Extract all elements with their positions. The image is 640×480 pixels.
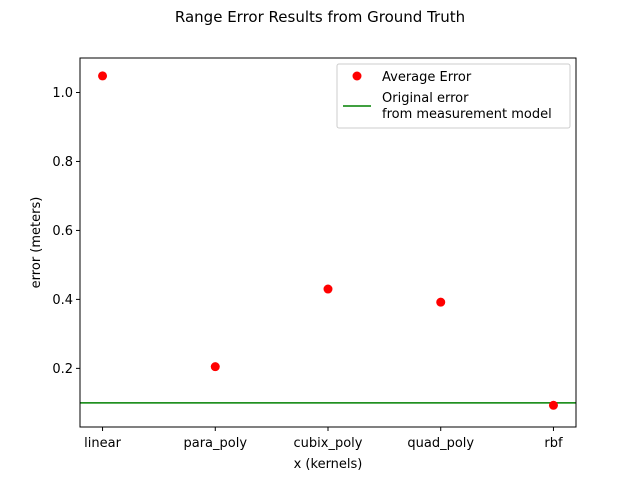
legend-box — [336, 63, 571, 129]
data-point-linear — [98, 71, 108, 81]
legend-marker-average-error — [352, 71, 362, 81]
x-tick-label-linear: linear — [84, 436, 121, 451]
y-tick-label: 0.4 — [52, 293, 73, 308]
y-tick-label: 1.0 — [52, 86, 73, 101]
y-tick-label: 0.6 — [52, 224, 73, 239]
legend-label-original-error-line2: from measurement model — [382, 107, 552, 122]
data-point-para-poly — [210, 362, 220, 372]
data-point-quad-poly — [436, 297, 446, 307]
data-point-cubix-poly — [323, 284, 333, 294]
x-axis-label: x (kernels) — [294, 457, 363, 472]
x-tick-label-para-poly: para_poly — [183, 436, 247, 451]
x-tick-label-rbf: rbf — [544, 436, 563, 451]
data-points — [98, 71, 558, 410]
data-point-rbf — [548, 400, 558, 410]
x-axis: linear para_poly cubix_poly quad_poly rbf — [84, 427, 563, 451]
y-axis-label: error (meters) — [29, 197, 44, 289]
plot-frame — [79, 57, 577, 428]
x-tick-label-cubix-poly: cubix_poly — [294, 436, 363, 451]
x-tick-label-quad-poly: quad_poly — [407, 436, 474, 451]
y-axis: 0.2 0.4 0.6 0.8 1.0 — [52, 86, 80, 377]
y-tick-label: 0.2 — [52, 362, 73, 377]
legend: Average Error Original error from measur… — [336, 63, 571, 129]
legend-label-average-error: Average Error — [382, 70, 472, 85]
legend-label-original-error-line1: Original error — [382, 91, 469, 106]
chart-title: Range Error Results from Ground Truth — [175, 8, 465, 26]
y-tick-label: 0.8 — [52, 155, 73, 170]
